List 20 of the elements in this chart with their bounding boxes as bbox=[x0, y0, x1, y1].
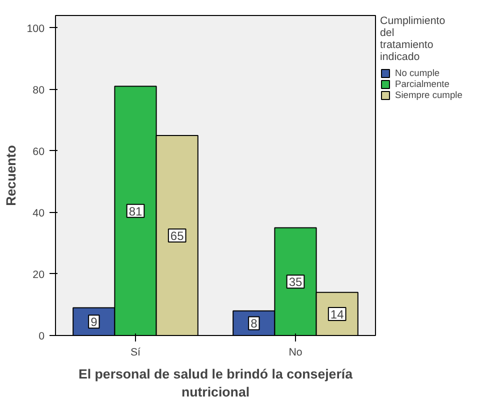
data-label: 8 bbox=[250, 316, 258, 331]
legend-label: Siempre cumple bbox=[395, 90, 462, 100]
data-label: 81 bbox=[128, 204, 142, 218]
y-tick-label: 20 bbox=[32, 268, 45, 281]
y-tick-label: 80 bbox=[32, 84, 45, 96]
x-tick-label: No bbox=[288, 346, 302, 358]
legend-title: Cumplimiento del tratamiento indicado bbox=[380, 15, 446, 63]
data-label: 65 bbox=[170, 229, 184, 243]
y-axis-title: Recuento bbox=[4, 145, 19, 206]
data-label: 9 bbox=[90, 315, 98, 330]
data-label: 35 bbox=[288, 275, 302, 290]
data-label: 14 bbox=[330, 307, 344, 322]
y-tick-label: 100 bbox=[26, 22, 45, 35]
y-tick-label: 40 bbox=[32, 207, 45, 220]
x-tick-label: Sí bbox=[130, 346, 141, 358]
legend-label: No cumple bbox=[395, 68, 440, 78]
y-tick-label: 60 bbox=[32, 146, 45, 158]
y-tick-label: 0 bbox=[38, 330, 45, 342]
x-axis-title: El personal de salud le brindó la consejería nutricional bbox=[78, 366, 354, 400]
legend-label: Parcialmente bbox=[395, 79, 450, 89]
